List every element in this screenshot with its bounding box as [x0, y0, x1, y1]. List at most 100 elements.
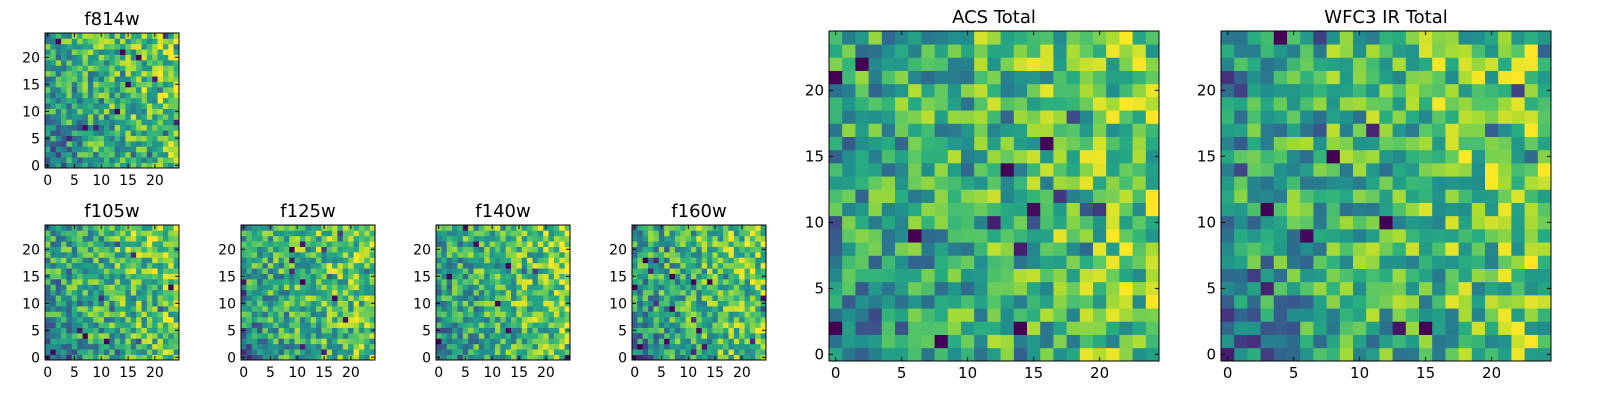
heatmap-cell [130, 333, 137, 339]
heatmap-cell [1392, 189, 1407, 203]
heatmap-cell [457, 268, 464, 274]
heatmap-cell [241, 311, 247, 318]
heatmap-cell [1287, 202, 1301, 217]
heatmap-cell [947, 57, 962, 71]
heatmap-cell [1000, 31, 1015, 45]
heatmap-cell [173, 241, 180, 247]
heatmap-cell [961, 202, 975, 217]
heatmap-cell [1419, 70, 1433, 85]
heatmap-cell [77, 76, 83, 82]
heatmap-cell [653, 338, 660, 345]
heatmap-cell [494, 246, 501, 253]
heatmap-cell [723, 295, 729, 301]
heatmap-cell [125, 268, 132, 274]
heatmap-cell [717, 284, 724, 291]
heatmap-cell [1353, 202, 1367, 217]
heatmap-cell [653, 246, 660, 253]
heatmap-cell [141, 151, 148, 158]
heatmap-cell [457, 252, 464, 258]
heatmap-cell [855, 215, 869, 230]
heatmap-cell [61, 108, 67, 115]
heatmap-cell [701, 230, 708, 237]
heatmap-cell [93, 225, 99, 231]
heatmap-cell [283, 230, 290, 237]
heatmap-cell [1260, 83, 1275, 98]
heatmap-cell [664, 235, 670, 242]
heatmap-cell [537, 257, 544, 264]
heatmap-cell [696, 273, 703, 280]
heatmap-cell [733, 252, 740, 258]
heatmap-cell [109, 157, 116, 163]
heatmap-cell [61, 279, 67, 285]
heatmap-cell [82, 327, 89, 334]
heatmap-cell [1524, 70, 1539, 85]
heatmap-cell [723, 316, 729, 323]
heatmap-cell [294, 262, 301, 269]
heatmap-cell [637, 300, 644, 307]
heatmap-cell [1339, 83, 1354, 98]
axes-frame [44, 224, 180, 361]
x-tick-label: 20 [146, 365, 164, 381]
heatmap-cell [50, 257, 57, 264]
heatmap-cell [548, 311, 555, 318]
heatmap-cell [120, 333, 126, 339]
heatmap-cell [120, 81, 126, 88]
heatmap-cell [829, 308, 843, 322]
heatmap-cell [553, 225, 560, 231]
heatmap-cell [162, 262, 169, 269]
heatmap-cell [1132, 83, 1147, 98]
heatmap-cell [441, 273, 448, 280]
heatmap-cell [707, 333, 713, 339]
heatmap-cell [1485, 308, 1499, 322]
heatmap-cell [680, 235, 686, 242]
heatmap-cell [717, 230, 724, 237]
heatmap-cell [141, 268, 148, 274]
heatmap-cell [1013, 44, 1028, 58]
heatmap-cell [1379, 242, 1393, 256]
heatmap-cell [462, 246, 469, 253]
heatmap-cell [1458, 176, 1473, 190]
heatmap-cell [553, 311, 560, 318]
heatmap-cell [45, 157, 51, 163]
heatmap-cell [146, 343, 153, 350]
heatmap-cell [273, 279, 279, 285]
heatmap-cell [1471, 229, 1486, 243]
heatmap-cell [457, 354, 464, 361]
heatmap-cell [1106, 123, 1120, 137]
heatmap-cell [1419, 83, 1433, 98]
heatmap-cell [749, 306, 756, 312]
heatmap-cell [1079, 281, 1094, 296]
heatmap-cell [559, 284, 565, 291]
heatmap-cell [537, 349, 544, 355]
heatmap-cell [109, 97, 116, 104]
heatmap-cell [136, 130, 142, 136]
heatmap-cell [1027, 255, 1041, 269]
x-tick-label: 20 [1090, 364, 1109, 382]
heatmap-cell [93, 119, 99, 126]
heatmap-cell [1498, 83, 1512, 98]
heatmap-cell [744, 225, 751, 231]
heatmap-cell [1471, 215, 1486, 230]
heatmap-cell [755, 316, 761, 323]
heatmap-cell [168, 273, 174, 280]
heatmap-cell [1432, 242, 1446, 256]
heatmap-cell [1511, 242, 1525, 256]
heatmap-cell [1273, 347, 1288, 362]
heatmap-cell [87, 306, 94, 312]
heatmap-cell [733, 284, 740, 291]
heatmap-cell [45, 289, 51, 296]
heatmap-cell [358, 306, 365, 312]
heatmap-cell [1353, 242, 1367, 256]
heatmap-cell [1366, 176, 1380, 190]
heatmap-cell [1273, 123, 1288, 137]
heatmap-cell [93, 349, 99, 355]
heatmap-cell [537, 235, 544, 242]
heatmap-cell [1524, 255, 1539, 269]
heatmap-cell [50, 306, 57, 312]
heatmap-cell [728, 354, 735, 361]
heatmap-cell [246, 338, 253, 345]
heatmap-cell [120, 146, 126, 153]
heatmap-cell [82, 130, 89, 136]
heatmap-cell [93, 300, 99, 307]
heatmap-cell [299, 349, 306, 355]
